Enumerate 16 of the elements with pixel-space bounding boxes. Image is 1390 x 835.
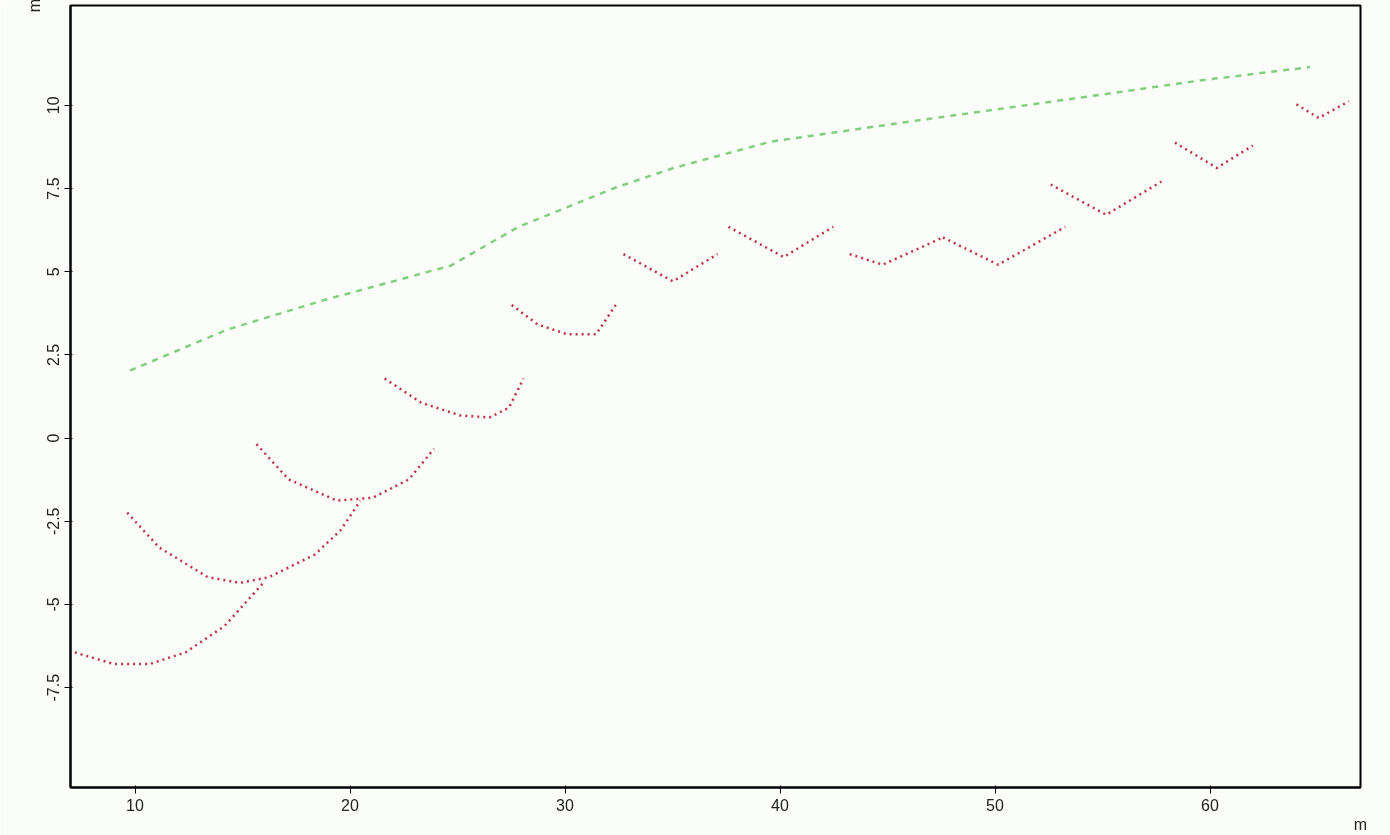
y-axis-title: m [25, 0, 43, 13]
y-tick-label: 2.5 [45, 343, 63, 367]
y-tick-label: 10 [45, 96, 63, 115]
x-axis-title: m [1353, 815, 1368, 833]
x-tick-label: 10 [126, 796, 144, 814]
y-tick-label: 0 [45, 433, 63, 443]
y-tick-label: -7.5 [45, 673, 63, 702]
x-tick-label: 60 [1201, 796, 1219, 814]
y-tick-label: 5 [45, 267, 63, 277]
x-tick-label: 40 [771, 796, 789, 814]
y-tick-label: -2.5 [45, 507, 63, 536]
y-tick-label: -5 [45, 597, 63, 612]
x-tick-label: 30 [556, 796, 574, 814]
y-tick-label: 7.5 [45, 177, 63, 200]
x-tick-label: 20 [341, 796, 359, 814]
x-tick-label: 50 [986, 796, 1004, 814]
